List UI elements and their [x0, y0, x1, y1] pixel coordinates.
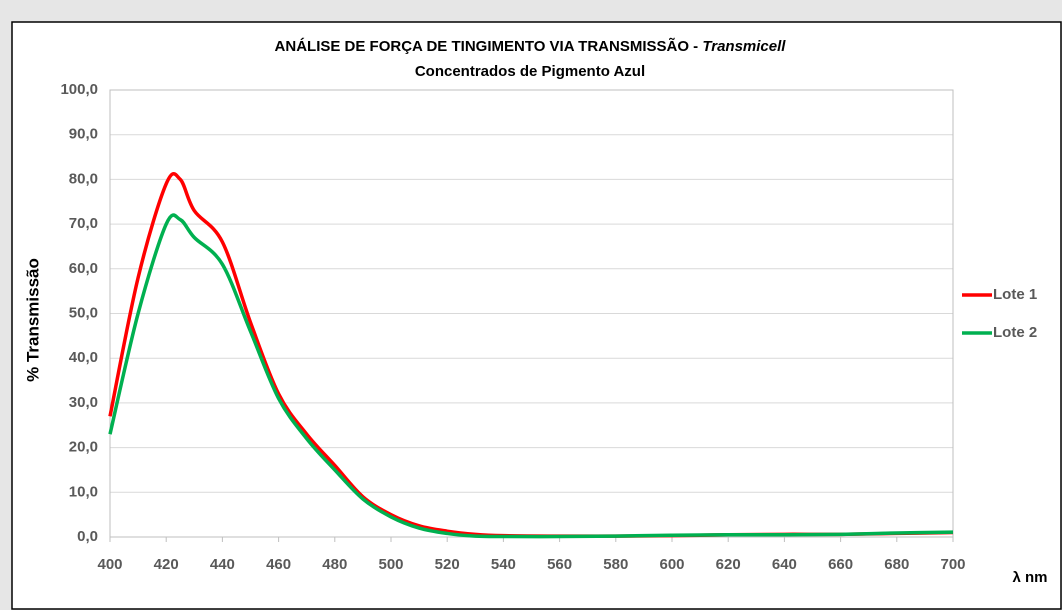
- x-tick-label: 600: [659, 556, 684, 573]
- x-axis-label: λ nm: [1012, 569, 1047, 586]
- y-tick-label: 60,0: [69, 260, 98, 277]
- y-tick-label: 70,0: [69, 215, 98, 232]
- x-tick-label: 440: [210, 556, 235, 573]
- x-tick-label: 500: [378, 556, 403, 573]
- y-tick-label: 20,0: [69, 439, 98, 456]
- x-tick-label: 520: [435, 556, 460, 573]
- x-tick-label: 400: [97, 556, 122, 573]
- y-tick-label: 10,0: [69, 483, 98, 500]
- y-tick-label: 0,0: [77, 528, 98, 545]
- chart-frame: [11, 21, 1062, 610]
- title-main: ANÁLISE DE FORÇA DE TINGIMENTO VIA TRANS…: [275, 37, 699, 55]
- legend-label: Lote 1: [993, 286, 1037, 303]
- title-emphasis: Transmicell: [702, 38, 786, 55]
- y-tick-label: 30,0: [69, 394, 98, 411]
- series-line: [108, 213, 954, 539]
- x-tick-label: 680: [884, 556, 909, 573]
- y-tick-label: 90,0: [69, 126, 98, 143]
- y-axis-label: % Transmissão: [23, 258, 42, 382]
- x-tick-label: 620: [716, 556, 741, 573]
- x-tick-label: 480: [322, 556, 347, 573]
- x-tick-label: 640: [772, 556, 797, 573]
- x-tick-label: 660: [828, 556, 853, 573]
- x-tick-label: 460: [266, 556, 291, 573]
- chart-subtitle: Concentrados de Pigmento Azul: [415, 63, 645, 80]
- legend-label: Lote 2: [993, 324, 1037, 341]
- x-tick-label: 700: [940, 556, 965, 573]
- y-tick-label: 40,0: [69, 349, 98, 366]
- y-tick-label: 50,0: [69, 304, 98, 321]
- x-tick-label: 560: [547, 556, 572, 573]
- chart-title: ANÁLISE DE FORÇA DE TINGIMENTO VIA TRANS…: [275, 37, 787, 55]
- y-tick-label: 80,0: [69, 170, 98, 187]
- y-tick-label: 100,0: [60, 81, 98, 98]
- x-tick-label: 540: [491, 556, 516, 573]
- x-tick-label: 420: [154, 556, 179, 573]
- x-tick-label: 580: [603, 556, 628, 573]
